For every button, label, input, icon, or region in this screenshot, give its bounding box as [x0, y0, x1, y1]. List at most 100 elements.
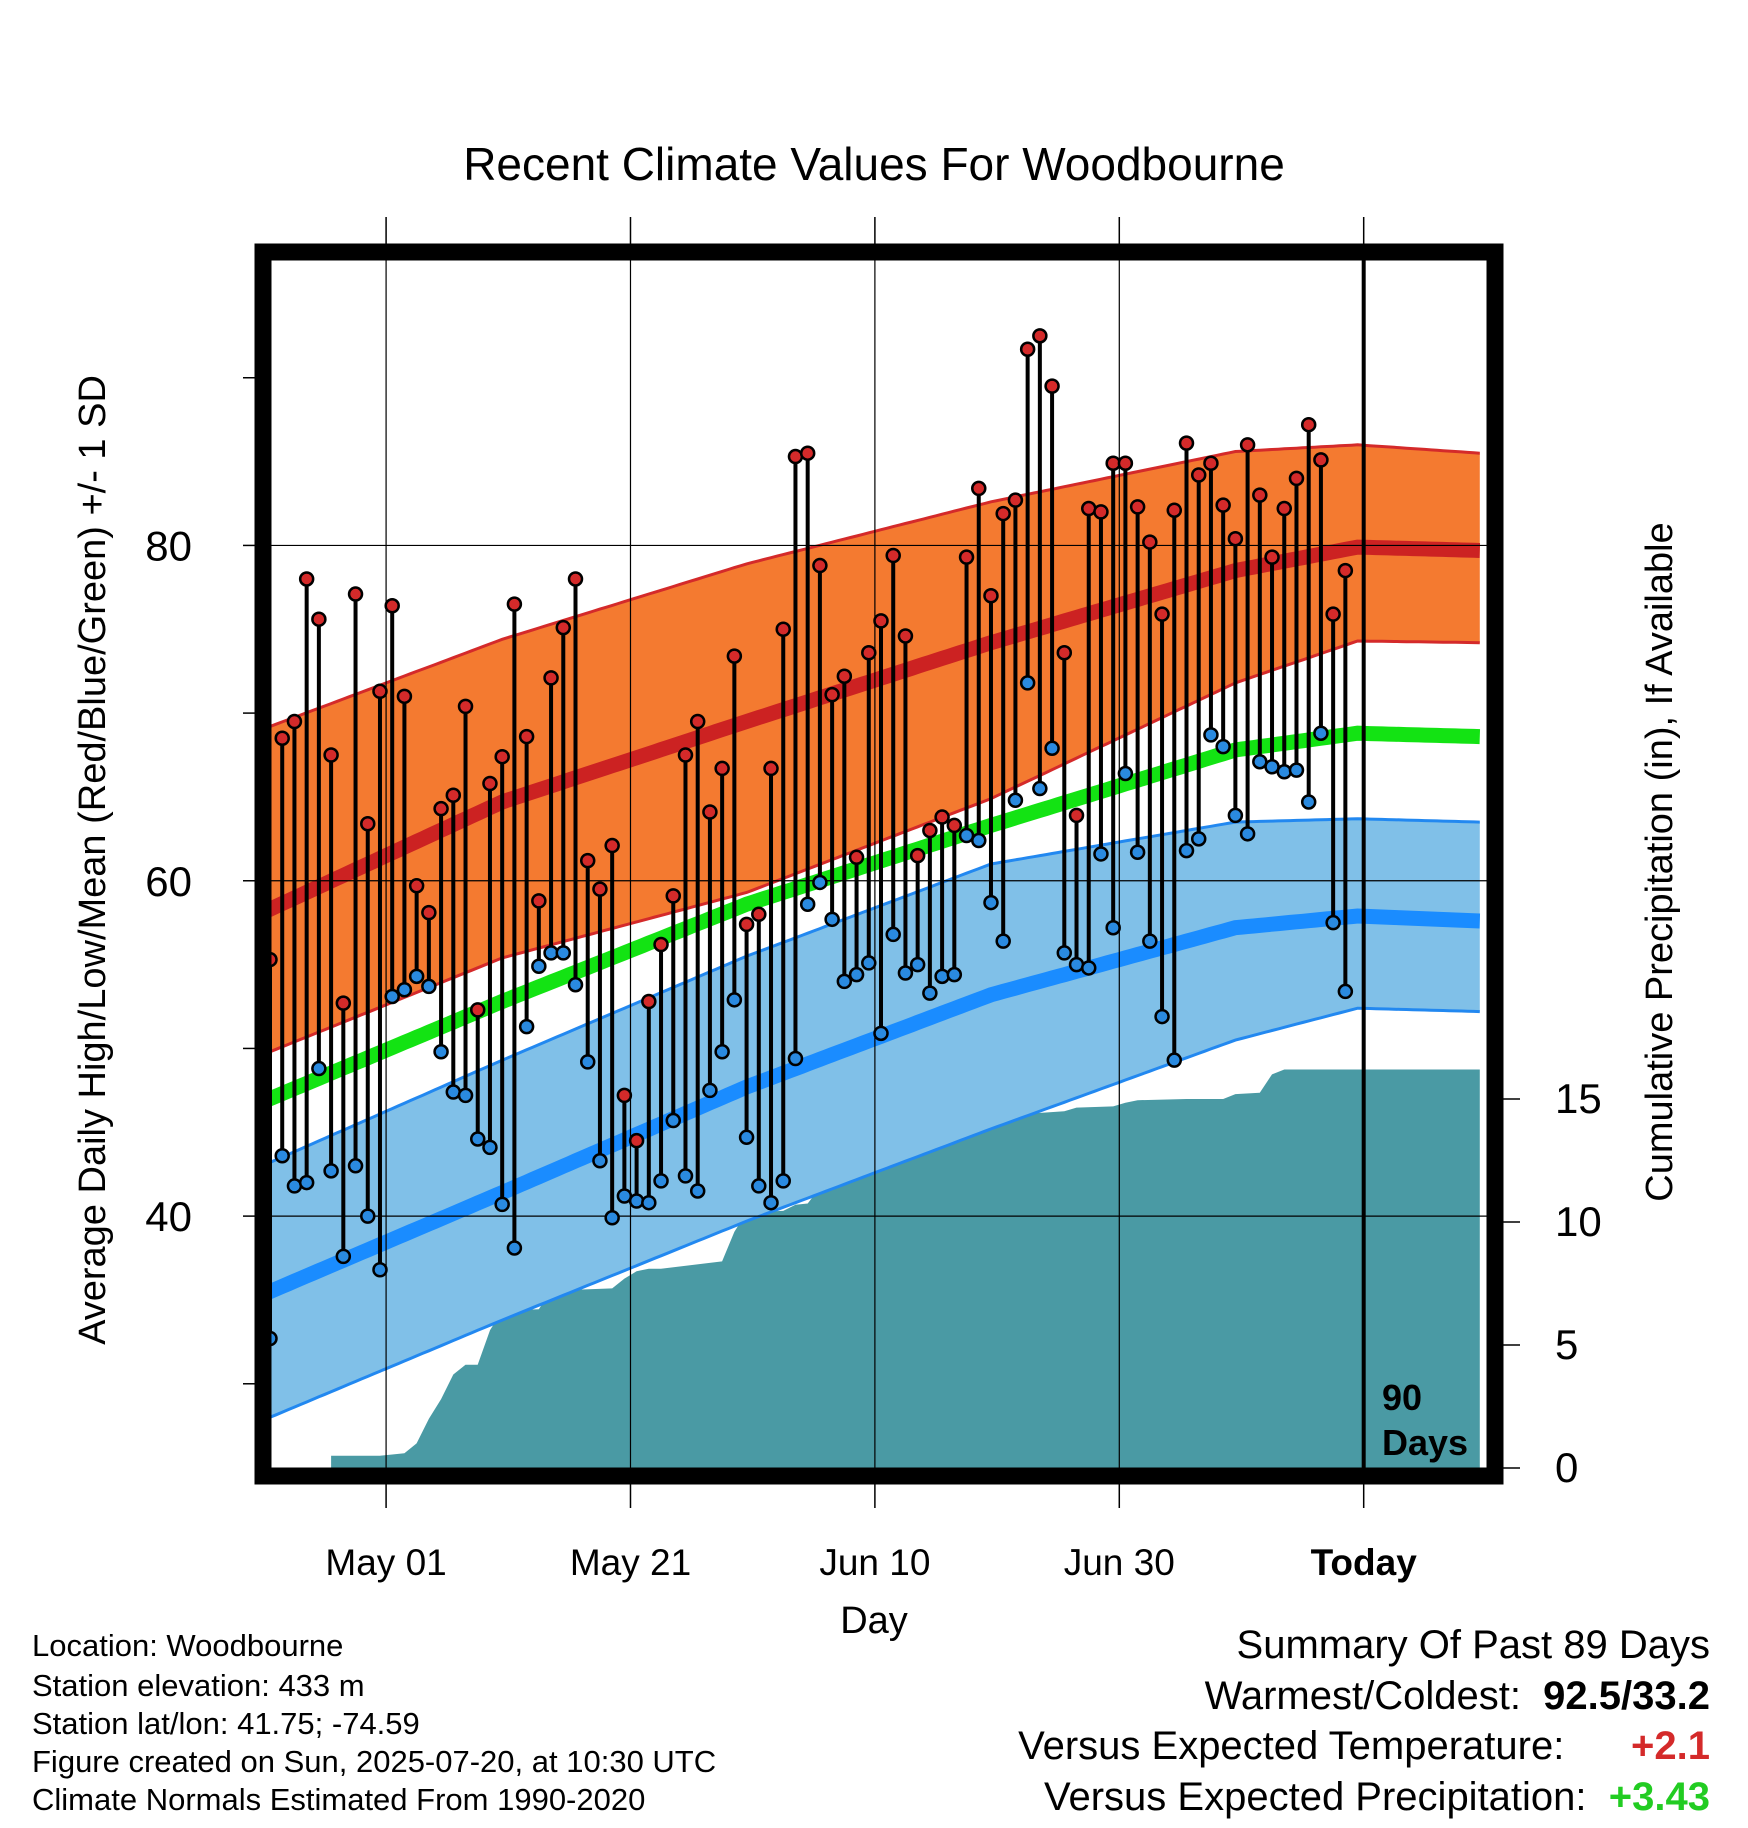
daily-low-point [531, 958, 547, 975]
daily-low-point [1007, 792, 1024, 809]
plot-frame [254, 243, 1504, 1485]
daily-low-point [983, 894, 999, 911]
daily-high-point [518, 728, 535, 745]
daily-high-point [1276, 500, 1293, 517]
daily-high-point [1252, 487, 1268, 503]
daily-high-point [323, 747, 339, 763]
daily-low-point [861, 955, 877, 971]
daily-low-point [1068, 956, 1085, 973]
daily-low-point [751, 1178, 767, 1194]
daily-low-point [836, 973, 853, 990]
daily-high-point [738, 916, 755, 933]
daily-high-point [873, 613, 889, 629]
daily-low-point [1056, 945, 1073, 961]
daily-low-point [763, 1194, 779, 1211]
daily-low-point [1166, 1052, 1183, 1068]
daily-low-point [469, 1131, 486, 1147]
x-axis-label: Day [840, 1600, 908, 1642]
daily-high-point [1190, 467, 1207, 483]
precip-label: Versus Expected Precipitation: [1044, 1775, 1587, 1819]
daily-low-point [1117, 765, 1134, 782]
daily-high-point [958, 549, 975, 565]
temp-label: Versus Expected Temperature: [1018, 1724, 1565, 1768]
daily-low-point [909, 956, 926, 973]
daily-low-point [824, 911, 840, 928]
daily-low-point [1313, 725, 1329, 741]
daily-high-point [714, 760, 730, 777]
daily-high-point [1215, 497, 1231, 513]
daily-high-point [689, 713, 706, 730]
daily-high-point [335, 995, 352, 1011]
daily-high-point [421, 904, 437, 921]
daily-low-point [1019, 675, 1036, 691]
daily-high-point [396, 688, 413, 705]
daily-high-point [555, 619, 572, 636]
daily-low-point [922, 985, 938, 1001]
daily-low-point [971, 832, 987, 849]
daily-low-point [1227, 807, 1244, 824]
low-mean-line [263, 908, 1481, 1300]
temp-deviation-value: +2.1 [1631, 1724, 1710, 1768]
daily-low-point [1105, 919, 1121, 936]
daily-low-point [628, 1193, 645, 1209]
daily-low-point [1178, 842, 1195, 859]
y2-tick-label: 0 [1555, 1444, 1578, 1491]
daily-low-point [421, 978, 437, 995]
daily-low-point [1190, 831, 1207, 847]
daily-low-point [702, 1082, 718, 1099]
daily-low-point [677, 1168, 694, 1184]
x-tick-label: May 01 [325, 1542, 446, 1583]
daily-low-point [812, 874, 828, 891]
daily-low-point [1032, 780, 1048, 797]
daily-high-point [1129, 499, 1146, 515]
daily-high-point [1080, 500, 1097, 517]
daily-high-point [286, 713, 303, 730]
daily-low-point [482, 1139, 498, 1156]
summary-warmest-row: Warmest/Coldest: 92.5/33.2 [1205, 1674, 1710, 1719]
daily-low-point [286, 1178, 303, 1194]
daily-high-point [751, 906, 767, 923]
daily-high-point [677, 747, 694, 763]
daily-low-point [641, 1194, 657, 1211]
daily-low-point [1093, 846, 1109, 862]
daily-high-point [1032, 328, 1048, 344]
daily-high-point [1019, 341, 1036, 357]
daily-high-point [812, 557, 828, 574]
daily-high-point [1117, 455, 1134, 472]
today-days-number: 90 [1382, 1377, 1422, 1418]
daily-high-point [763, 760, 779, 777]
x-tick-label: May 21 [570, 1542, 691, 1583]
y2-tick-label: 15 [1555, 1075, 1602, 1122]
daily-high-point [1142, 534, 1158, 550]
daily-low-point [1154, 1008, 1170, 1025]
daily-low-point [579, 1054, 596, 1070]
daily-high-point [1178, 435, 1195, 451]
daily-high-point [995, 505, 1011, 522]
daily-low-point [885, 926, 901, 943]
daily-low-point [1129, 844, 1146, 861]
daily-low-point [934, 968, 950, 985]
daily-high-point [469, 1002, 486, 1018]
daily-low-point [775, 1173, 791, 1189]
x-tick-label: Today [1311, 1542, 1418, 1583]
daily-low-point [689, 1183, 706, 1199]
daily-low-point [555, 945, 572, 961]
daily-high-point [482, 775, 498, 792]
daily-low-point [653, 1173, 669, 1189]
daily-high-point [592, 881, 608, 897]
precip-deviation-value: +3.43 [1608, 1775, 1710, 1819]
daily-low-point [787, 1050, 804, 1067]
daily-high-point [983, 587, 999, 604]
daily-high-point [506, 596, 523, 612]
daily-high-point [641, 993, 657, 1010]
daily-high-point [1239, 437, 1256, 453]
daily-low-point [274, 1147, 290, 1164]
daily-low-point [384, 988, 400, 1005]
daily-high-point [543, 670, 559, 686]
daily-high-point [702, 804, 718, 820]
daily-low-point [298, 1174, 315, 1191]
daily-low-point [848, 966, 865, 983]
daily-high-point [372, 683, 388, 700]
daily-high-point [1203, 455, 1219, 472]
daily-high-point [384, 598, 400, 614]
